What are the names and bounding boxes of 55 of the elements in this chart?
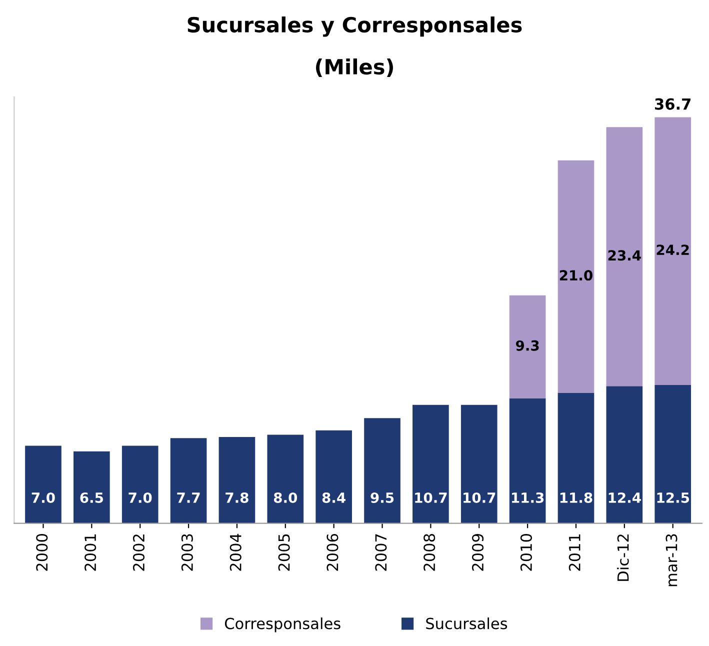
data-label: 10.7 <box>415 492 447 503</box>
legend-label: Sucursales <box>426 617 508 630</box>
x-tick-label: 2002 <box>132 534 145 571</box>
x-tick-label: 2007 <box>375 534 387 571</box>
bar <box>654 384 692 524</box>
bar <box>606 127 643 386</box>
data-label: 7.0 <box>128 492 152 503</box>
data-label: 10.7 <box>464 492 496 503</box>
data-label: 8.4 <box>322 492 346 503</box>
data-label: 7.8 <box>226 492 248 503</box>
data-label: 21.0 <box>560 270 592 281</box>
bar <box>122 446 158 524</box>
data-label: 11.8 <box>560 492 592 503</box>
data-label: 9.3 <box>516 340 539 351</box>
x-tick-label: 2005 <box>278 534 290 571</box>
data-label: 8.0 <box>274 492 298 503</box>
data-label: 12.4 <box>608 492 641 503</box>
bar <box>364 418 400 524</box>
data-label: 11.3 <box>512 492 544 503</box>
total-label: 36.7 <box>655 98 690 110</box>
data-label: 7.7 <box>177 492 200 503</box>
bar <box>509 398 546 524</box>
bar <box>558 160 594 393</box>
data-label: 6.5 <box>80 492 104 503</box>
bar <box>558 392 594 524</box>
bar <box>267 434 304 524</box>
chart-title: Sucursales y Corresponsales <box>188 16 522 37</box>
bar <box>460 404 498 524</box>
data-label: 12.5 <box>657 492 690 503</box>
x-tick-label: 2011 <box>568 534 580 571</box>
bar <box>316 430 352 524</box>
bar <box>412 404 449 524</box>
data-label: 24.2 <box>656 244 689 255</box>
x-tick-label: 2000 <box>36 534 48 571</box>
bar <box>509 295 546 398</box>
bar <box>218 436 256 524</box>
data-label: 7.0 <box>32 492 55 503</box>
x-tick-label: 2008 <box>424 534 436 571</box>
legend-label: Corresponsales <box>224 617 340 632</box>
bar <box>74 451 110 524</box>
x-tick-label: 2009 <box>472 534 484 571</box>
data-label: 23.4 <box>608 250 641 261</box>
bar <box>606 386 643 524</box>
x-tick-label: 2003 <box>181 534 193 571</box>
x-tick-label: 2010 <box>520 534 532 571</box>
chart-subtitle: (Miles) <box>316 58 393 78</box>
x-tick-label: 2006 <box>326 534 338 571</box>
data-label: 9.5 <box>370 492 394 503</box>
bar <box>25 446 62 524</box>
x-tick-label: 2004 <box>230 534 242 571</box>
bar <box>654 117 692 385</box>
bar <box>170 438 207 524</box>
x-tick-label: mar-13 <box>666 534 678 586</box>
x-tick-label: 2001 <box>84 534 96 571</box>
x-tick-label: Dic-12 <box>617 534 629 581</box>
